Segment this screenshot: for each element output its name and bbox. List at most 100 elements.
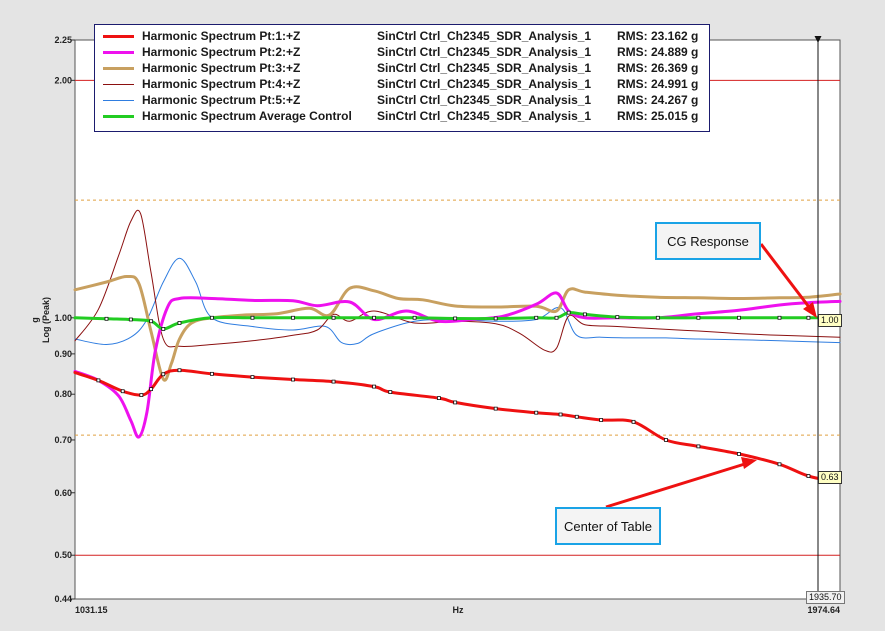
series-5-point-13 (493, 316, 498, 321)
legend-entry[interactable]: Harmonic Spectrum Pt:2:+Z SinCtrl Ctrl_C… (95, 45, 709, 61)
series-0-point-7 (210, 371, 214, 376)
series-5-point-17 (582, 312, 587, 317)
series-0-point-4 (149, 387, 153, 392)
y-axis-label-unit: g (30, 317, 40, 323)
series-0-point-15 (493, 406, 498, 411)
y-tick-label-4: 0.80 (54, 389, 72, 399)
series-0-point-22 (696, 444, 701, 449)
legend-swatch-pt1 (103, 35, 134, 38)
legend-swatch-average (103, 115, 134, 118)
cursor-frequency-readout: 1935.70 (806, 591, 845, 604)
legend-swatch-pt2 (103, 51, 134, 54)
series-0-point-12 (388, 390, 393, 394)
y-tick-label-3: 0.90 (54, 349, 72, 359)
legend-rms-value: RMS: 23.162 g (617, 29, 699, 43)
series-5-point-23 (806, 315, 811, 320)
series-5-point-18 (615, 315, 620, 319)
legend-series-name: Harmonic Spectrum Average Control (142, 109, 352, 123)
series-0-point-3 (139, 393, 144, 397)
series-5-point-7 (250, 315, 255, 320)
series-0-point-2 (120, 389, 125, 394)
legend-rms-value: RMS: 24.889 g (617, 45, 699, 59)
series-5-point-2 (128, 317, 133, 322)
x-axis-label: Hz (453, 605, 464, 615)
legend-swatch-pt5 (103, 100, 134, 101)
cursor-top-marker[interactable] (814, 36, 822, 43)
series-0-point-6 (177, 368, 182, 373)
legend-control-name: SinCtrl Ctrl_Ch2345_SDR_Analysis_1 (377, 29, 592, 43)
series-5-point-6 (210, 315, 214, 320)
series-5-point-4 (161, 327, 166, 331)
cursor-readout-upper: 1.00 (818, 314, 842, 327)
y-tick-label-0: 2.25 (54, 35, 72, 45)
series-5-point-19 (655, 315, 660, 320)
legend-control-name: SinCtrl Ctrl_Ch2345_SDR_Analysis_1 (377, 93, 592, 107)
y-axis-ticks: 2.25 2.00 1.00 0.90 0.80 0.70 0.60 0.50 0.44 (54, 35, 75, 604)
chart-legend: Harmonic Spectrum Pt:1:+Z SinCtrl Ctrl_C… (94, 24, 710, 132)
y-tick-label-6: 0.60 (54, 488, 72, 498)
series-0-point-17 (558, 412, 563, 417)
series-line-3 (74, 209, 841, 353)
series-5-point-10 (372, 315, 376, 320)
cg-response-arrowhead (803, 302, 817, 318)
legend-control-name: SinCtrl Ctrl_Ch2345_SDR_Analysis_1 (377, 45, 592, 59)
legend-rms-value: RMS: 26.369 g (617, 61, 699, 75)
legend-entry[interactable]: Harmonic Spectrum Pt:3:+Z SinCtrl Ctrl_C… (95, 61, 709, 77)
series-0-point-18 (574, 414, 579, 419)
legend-series-name: Harmonic Spectrum Pt:2:+Z (142, 45, 301, 59)
legend-rms-value: RMS: 25.015 g (617, 109, 699, 123)
series-0-point-11 (372, 384, 376, 389)
series-5-point-8 (291, 315, 295, 320)
legend-entry[interactable]: Harmonic Spectrum Pt:4:+Z SinCtrl Ctrl_C… (95, 77, 709, 93)
series-line-2 (73, 274, 842, 382)
series-0-point-14 (453, 400, 458, 405)
cursor-readout-lower: 0.63 (818, 471, 842, 484)
legend-entry[interactable]: Harmonic Spectrum Pt:1:+Z SinCtrl Ctrl_C… (95, 29, 709, 45)
series-5-point-14 (534, 315, 539, 320)
series-0-point-1 (96, 378, 101, 383)
legend-series-name: Harmonic Spectrum Pt:4:+Z (142, 77, 301, 91)
legend-series-name: Harmonic Spectrum Pt:5:+Z (142, 93, 301, 107)
cg-response-callout: CG Response (655, 222, 761, 260)
series-5-point-12 (453, 316, 458, 321)
legend-rms-value: RMS: 24.267 g (617, 93, 699, 107)
y-tick-label-5: 0.70 (54, 435, 72, 445)
legend-swatch-pt3 (103, 67, 134, 70)
x-tick-min: 1031.15 (75, 605, 108, 615)
series-5-point-20 (696, 315, 701, 320)
series-5-point-9 (331, 315, 336, 320)
series-5-point-22 (777, 315, 782, 320)
cg-response-arrow (759, 243, 814, 312)
series-0-point-24 (777, 462, 782, 467)
legend-entry[interactable]: Harmonic Spectrum Pt:5:+Z SinCtrl Ctrl_C… (95, 93, 709, 109)
series-5-point-16 (566, 310, 571, 315)
legend-control-name: SinCtrl Ctrl_Ch2345_SDR_Analysis_1 (377, 61, 592, 75)
series-0-point-13 (437, 396, 441, 400)
center-of-table-arrow (605, 461, 749, 509)
y-tick-label-7: 0.50 (54, 550, 72, 560)
y-axis-label: Log (Peak) (41, 297, 51, 343)
series-5-point-1 (104, 316, 109, 321)
series-5-point-5 (177, 321, 182, 325)
series-5-point-15 (554, 315, 559, 320)
center-of-table-arrowhead (741, 457, 757, 469)
y-tick-label-2: 1.00 (54, 313, 72, 323)
x-tick-max: 1974.64 (807, 605, 840, 615)
legend-control-name: SinCtrl Ctrl_Ch2345_SDR_Analysis_1 (377, 109, 592, 123)
series-line-4 (74, 257, 841, 346)
y-tick-label-8: 0.44 (54, 594, 72, 604)
y-tick-label-1: 2.00 (54, 75, 72, 85)
series-0-point-19 (599, 418, 604, 422)
series-0-point-8 (250, 375, 255, 379)
series-lines (73, 209, 842, 485)
legend-entry[interactable]: Harmonic Spectrum Average Control SinCtr… (95, 109, 709, 125)
legend-rms-value: RMS: 24.991 g (617, 77, 699, 91)
legend-control-name: SinCtrl Ctrl_Ch2345_SDR_Analysis_1 (377, 77, 592, 91)
series-0-point-10 (331, 379, 336, 384)
series-0-point-20 (631, 419, 636, 424)
series-0-point-5 (161, 372, 166, 377)
legend-swatch-pt4 (103, 84, 134, 85)
legend-series-name: Harmonic Spectrum Pt:1:+Z (142, 29, 301, 43)
series-0-point-16 (534, 410, 539, 415)
